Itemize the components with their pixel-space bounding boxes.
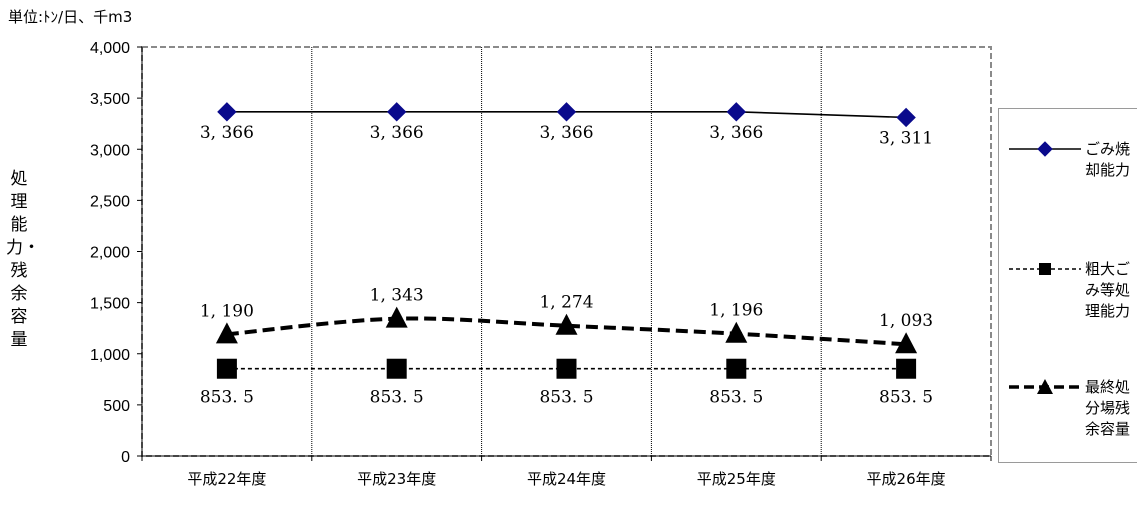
data-label: 853. 5: [709, 388, 763, 408]
data-point-diamond: [896, 107, 916, 128]
series-line-2: [226, 316, 907, 347]
data-point-triangle: [555, 313, 578, 335]
data-label: 3, 366: [539, 123, 593, 143]
data-label: 1, 093: [879, 311, 933, 331]
y-axis-label: 処理能力・残余容量: [6, 169, 40, 350]
data-point-diamond: [556, 102, 577, 122]
data-point-triangle: [385, 306, 408, 328]
legend-label-bulky-waste: 粗大ごみ等処理能力: [1085, 260, 1131, 320]
data-label: 3, 366: [200, 123, 254, 143]
legend: ごみ焼却能力 粗大ごみ等処理能力 最終処分場残余容量: [998, 108, 1137, 463]
data-point-triangle: [895, 332, 918, 354]
data-point-diamond: [386, 102, 407, 122]
series-layer: [215, 102, 918, 379]
y-tick-label: 3,000: [90, 142, 130, 159]
data-label: 3, 366: [370, 123, 424, 143]
x-tick-label: 平成25年度: [697, 470, 776, 488]
data-label: 853. 5: [539, 388, 593, 408]
data-point-square: [556, 358, 577, 379]
legend-label-incineration: ごみ焼却能力: [1085, 140, 1131, 179]
x-tick-label: 平成26年度: [867, 470, 946, 488]
x-tick-label: 平成22年度: [187, 470, 266, 488]
legend-label-landfill: 最終処分場残余容量: [1085, 378, 1131, 438]
y-tick-label: 0: [121, 449, 130, 466]
data-point-square: [726, 358, 747, 379]
axis-layer: 0 500 1,000 1,500 2,000 2,500 3,000 3,500 4,000 平…: [90, 40, 992, 488]
data-label: 853. 5: [370, 388, 424, 408]
y-tick-label: 2,500: [90, 193, 130, 210]
data-label: 1, 274: [539, 293, 593, 313]
y-tick-label: 1,500: [90, 296, 130, 313]
data-point-square: [386, 358, 407, 379]
unit-label: 単位:ﾄﾝ/日、千m3: [8, 8, 133, 26]
y-tick-label: 1,000: [90, 347, 130, 364]
y-tick-label: 3,500: [90, 91, 130, 108]
data-point-triangle: [215, 322, 238, 344]
plot-area-frame: [141, 46, 992, 457]
data-label: 853. 5: [879, 388, 933, 408]
data-label: 3, 366: [709, 123, 763, 143]
data-label: 1, 343: [370, 286, 424, 306]
x-tick-label: 平成24年度: [527, 470, 606, 488]
data-label: 1, 196: [709, 301, 763, 321]
legend-swatch-diamond-solid: [1009, 141, 1081, 157]
legend-swatch-square-dotted: [1009, 263, 1081, 275]
y-tick-label: 2,000: [90, 245, 130, 262]
x-tick-label: 平成23年度: [357, 470, 436, 488]
data-point-square: [216, 358, 237, 379]
y-tick-label: 4,000: [90, 40, 130, 57]
data-label: 1, 190: [200, 301, 254, 321]
data-label: 853. 5: [200, 388, 254, 408]
data-point-diamond: [726, 102, 747, 122]
data-point-diamond: [217, 102, 237, 122]
legend-swatch-triangle-dashed: [1009, 379, 1081, 394]
y-tick-label: 500: [103, 398, 130, 415]
data-point-square: [896, 358, 917, 379]
data-label-layer: 3, 366 3, 366 3, 366 3, 366 3, 311 853. 5 853.…: [200, 123, 933, 408]
data-label: 3, 311: [879, 128, 933, 148]
data-point-triangle: [725, 321, 748, 343]
